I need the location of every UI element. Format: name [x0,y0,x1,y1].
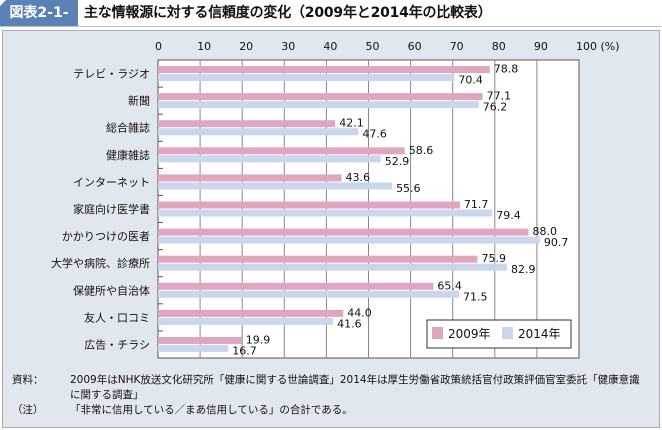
value-label: 55.6 [396,182,421,195]
x-tick-label: 20 [239,40,253,53]
bar-2009 [158,309,344,317]
category-label: かかりつけの医者 [62,230,150,243]
chart-title: 主な情報源に対する信頼度の変化（2009年と2014年の比較表） [84,5,492,21]
value-label: 19.9 [246,333,270,346]
source-note: 資料： 2009年はNHK放送文化研究所「健康に関する世論調査」2014年は厚生… [12,373,650,403]
legend-swatch-2009 [432,327,443,339]
gridlines [158,60,538,358]
bar-2009 [158,120,336,128]
footnote-key: （注） [12,404,44,416]
bar-2009 [158,201,460,209]
bar-2009 [158,174,342,182]
legend-swatch-2014 [502,327,513,339]
value-label: 82.9 [511,263,536,276]
x-tick-label: 10 [197,40,211,53]
value-label: 88.0 [532,225,557,238]
x-tick-label: 100 (%) [576,40,620,53]
category-label: テレビ・ラジオ [73,68,150,81]
category-label: 大学や病院、診療所 [51,256,150,270]
value-labels: 78.8 70.4 77.176.2 42.147.6 58.652.9 43.6 55.6… [232,63,568,358]
x-tick-label: 40 [323,40,337,53]
legend-label-2014: 2014年 [518,327,561,341]
x-tick-label: 90 [534,40,548,53]
bar-2014 [158,101,479,109]
category-label: 広告・チラシ [84,338,150,351]
value-label: 76.2 [483,101,508,114]
bar-2014 [158,263,508,271]
figure-label: 図表2-1-16 [0,0,78,26]
value-label: 71.5 [463,290,488,303]
x-tick-label: 0 [155,40,162,53]
bar-2014 [158,209,493,217]
bar-2009 [158,66,490,74]
value-label: 79.4 [496,209,521,222]
x-tick-label: 60 [408,40,422,53]
x-tick-label: 70 [450,40,464,53]
value-label: 71.7 [464,198,489,211]
legend-label-2009: 2009年 [448,327,491,341]
x-tick-label: 30 [281,40,295,53]
source-note-text: 2009年はNHK放送文化研究所「健康に関する世論調査」2014年は厚生労働省政… [70,374,640,401]
source-note-key: 資料： [12,374,44,386]
value-label: 41.6 [337,317,362,330]
category-label: インターネット [73,176,150,189]
bar-2009 [158,255,478,263]
x-tick-label: 80 [492,40,506,53]
category-labels: テレビ・ラジオ新聞総合雑誌健康雑誌インターネット家庭向け医学書かかりつけの医者大… [51,68,150,352]
value-label: 75.9 [482,252,507,265]
bar-2009 [158,282,434,290]
value-label: 43.6 [346,171,371,184]
bar-2009 [158,228,529,236]
figure-header: 図表2-1-16 主な情報源に対する信頼度の変化（2009年と2014年の比較表… [0,0,662,27]
bar-2014 [158,344,229,352]
bar-2014 [158,290,460,298]
x-tick-label: 50 [366,40,380,53]
bar-2014 [158,182,393,190]
bar-2014 [158,128,359,136]
notes: 資料： 2009年はNHK放送文化研究所「健康に関する世論調査」2014年は厚生… [12,373,650,418]
value-label: 58.6 [409,144,434,157]
legend-box [426,319,572,349]
footnote: （注） 「非常に信用している／まあ信用している」の合計である。 [12,403,650,418]
value-label: 52.9 [385,155,410,168]
bar-2009 [158,336,242,344]
bar-2014 [158,317,334,325]
category-label: 友人・口コミ [84,310,150,324]
bar-2014 [158,155,381,163]
value-label: 65.4 [437,279,462,292]
bar-2014 [158,74,455,82]
footnote-text: 「非常に信用している／まあ信用している」の合計である。 [70,404,353,416]
bar-2009 [158,93,483,101]
category-label: 家庭向け医学書 [73,202,150,216]
category-label: 健康雑誌 [106,148,150,162]
category-label: 新聞 [128,94,150,108]
value-label: 77.1 [487,90,512,103]
value-label: 42.1 [339,117,364,130]
legend: 2009年 2014年 [426,319,572,349]
x-axis-ticks: 0 10 20 30 40 50 60 70 80 90 100 (%) [155,40,620,53]
category-label: 総合雑誌 [106,121,150,135]
value-label: 47.6 [362,128,387,141]
value-label: 78.8 [494,63,519,76]
value-label: 16.7 [232,344,257,357]
bar-2009 [158,147,405,155]
bars [158,66,540,352]
value-label: 44.0 [347,306,372,319]
value-label: 90.7 [544,236,569,249]
value-label: 70.4 [458,74,483,87]
bar-2014 [158,236,540,244]
category-label: 保健所や自治体 [73,283,150,297]
